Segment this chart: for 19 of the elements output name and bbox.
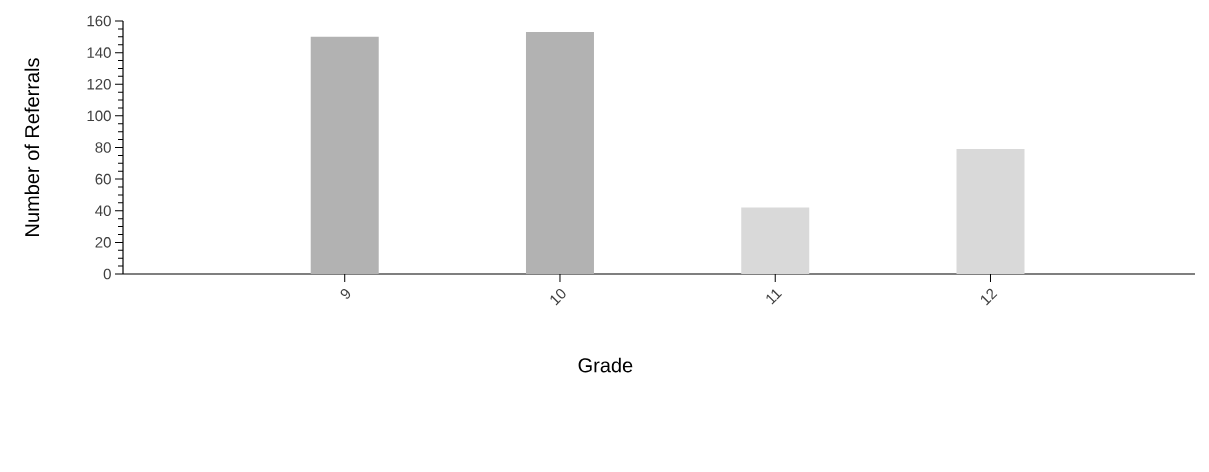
bar	[310, 36, 379, 274]
bar	[525, 32, 594, 274]
bar	[956, 149, 1025, 274]
x-tick-label: 10	[550, 288, 566, 306]
y-tick-label: 160	[87, 15, 111, 27]
y-tick-label: 120	[87, 78, 111, 90]
x-tick-label: 9	[340, 288, 351, 299]
y-tick-label: 60	[95, 173, 111, 185]
x-axis-title: Grade	[578, 357, 633, 373]
y-tick-label: 0	[103, 268, 111, 280]
y-axis-title: Number of Referrals	[24, 58, 40, 236]
y-tick-label: 20	[95, 237, 111, 248]
y-tick-label: 40	[95, 205, 111, 217]
bar	[741, 207, 810, 274]
y-tick-label: 100	[87, 110, 111, 122]
x-tick-label: 12	[981, 288, 998, 306]
y-tick-label: 80	[95, 142, 111, 153]
x-tick-label: 11	[766, 289, 783, 305]
y-tick-label: 140	[87, 47, 111, 58]
